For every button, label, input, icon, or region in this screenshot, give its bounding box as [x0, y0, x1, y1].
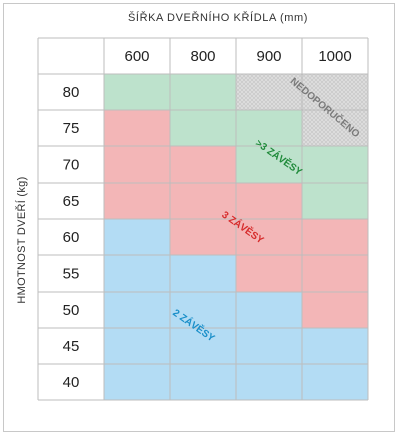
- cell-na: [302, 110, 368, 146]
- row-header: 75: [63, 120, 80, 137]
- column-header: 800: [190, 48, 215, 65]
- cell-two: [236, 292, 302, 328]
- cell-three: [170, 146, 236, 183]
- row-header: 80: [63, 84, 80, 101]
- chart-frame: [3, 3, 395, 432]
- cell-three: [104, 183, 170, 219]
- cell-three: [302, 219, 368, 255]
- cell-three: [236, 219, 302, 255]
- cell-two: [104, 219, 170, 255]
- cell-two: [104, 292, 170, 328]
- row-header: 55: [63, 266, 80, 283]
- cell-three: [104, 146, 170, 183]
- chart-title: ŠÍŘKA DVEŘNÍHO KŘÍDLA (mm): [127, 12, 308, 24]
- cell-two: [104, 255, 170, 292]
- cell-more: [302, 183, 368, 219]
- cell-two: [236, 364, 302, 400]
- cell-more: [104, 74, 170, 110]
- cell-three: [236, 183, 302, 219]
- cell-two: [302, 364, 368, 400]
- row-header: 45: [63, 338, 80, 355]
- cell-two: [170, 292, 236, 328]
- cell-three: [170, 219, 236, 255]
- cell-two: [104, 328, 170, 364]
- cell-two: [104, 364, 170, 400]
- cell-two: [170, 255, 236, 292]
- cell-more: [236, 146, 302, 183]
- row-header: 40: [63, 374, 80, 391]
- cell-two: [170, 328, 236, 364]
- cell-three: [170, 183, 236, 219]
- cell-three: [236, 255, 302, 292]
- cell-two: [302, 328, 368, 364]
- column-header: 1000: [318, 48, 351, 65]
- cell-three: [302, 255, 368, 292]
- row-header: 60: [63, 229, 80, 246]
- cell-more: [170, 74, 236, 110]
- cell-two: [236, 328, 302, 364]
- cell-more: [170, 110, 236, 146]
- row-header: 65: [63, 193, 80, 210]
- cell-na: [236, 74, 302, 110]
- row-header: 50: [63, 302, 80, 319]
- cell-na: [302, 74, 368, 110]
- cell-more: [302, 146, 368, 183]
- cell-more: [236, 110, 302, 146]
- row-header: 70: [63, 157, 80, 174]
- column-header: 600: [124, 48, 149, 65]
- cell-three: [302, 292, 368, 328]
- cell-three: [104, 110, 170, 146]
- column-header: 900: [256, 48, 281, 65]
- cell-two: [170, 364, 236, 400]
